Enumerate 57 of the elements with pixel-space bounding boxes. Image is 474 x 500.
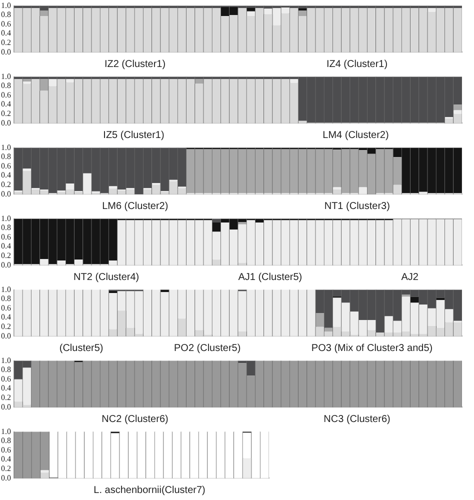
y-tick-label: 0.4 xyxy=(1,242,11,251)
y-tick-label: 0.6 xyxy=(1,90,11,100)
y-tick-label: 0.2 xyxy=(1,464,11,474)
y-tick-label: 0.4 xyxy=(1,170,11,180)
y-tick-label: 0.4 xyxy=(1,454,11,464)
y-tick-label: 0.8 xyxy=(1,10,11,20)
text: NT2 (Cluster4) xyxy=(74,271,140,284)
y-tick-label: 0.4 xyxy=(1,384,11,393)
y-tick-label: 0.0 xyxy=(1,402,11,412)
y-tick-label: 0.0 xyxy=(1,473,11,482)
text: PO2 (Cluster5) xyxy=(174,342,241,355)
y-tick-label: 1.0 xyxy=(1,284,11,294)
y-tick-label: 0.0 xyxy=(1,331,11,340)
y-tick-label: 0.6 xyxy=(1,303,11,312)
y-tick-label: 0.8 xyxy=(1,436,11,446)
y-tick-label: 0.2 xyxy=(1,38,11,48)
y-tick-label: 0.8 xyxy=(1,223,11,232)
text: (Cluster5) xyxy=(59,342,104,355)
y-tick-label: 1.0 xyxy=(1,142,11,152)
text: IZ5 (Cluster1) xyxy=(103,129,164,142)
text: NT1 (Cluster3) xyxy=(324,200,390,213)
y-tick-label: 0.4 xyxy=(1,28,11,38)
text: AJ1 (Cluster5) xyxy=(238,271,302,284)
y-tick-label: 0.6 xyxy=(1,445,11,454)
y-tick-label: 0.6 xyxy=(1,232,11,242)
text: IZ2 (Cluster1) xyxy=(104,58,166,71)
text: PO3 (Mix of Cluster3 and5) xyxy=(311,342,433,355)
y-tick-label: 0.0 xyxy=(1,189,11,198)
y-tick-label: 1.0 xyxy=(1,356,11,365)
y-tick-label: 0.8 xyxy=(1,365,11,374)
y-tick-label: 0.2 xyxy=(1,251,11,260)
text: LM6 (Cluster2) xyxy=(102,200,168,213)
y-tick-label: 0.4 xyxy=(1,312,11,322)
y-tick-label: 0.2 xyxy=(1,180,11,190)
text: IZ4 (Cluster1) xyxy=(326,58,388,71)
y-tick-label: 0.8 xyxy=(1,152,11,162)
y-tick-label: 1.0 xyxy=(1,0,11,10)
y-tick-label: 0.2 xyxy=(1,322,11,332)
y-tick-label: 0.4 xyxy=(1,100,11,109)
y-tick-label: 1.0 xyxy=(1,426,11,436)
text: AJ2 xyxy=(401,271,418,284)
text: NC2 (Cluster6) xyxy=(102,413,168,426)
y-tick-label: 0.0 xyxy=(1,260,11,270)
y-tick-label: 1.0 xyxy=(1,214,11,223)
y-tick-label: 0.0 xyxy=(1,47,11,56)
y-tick-label: 0.6 xyxy=(1,161,11,170)
y-tick-label: 1.0 xyxy=(1,72,11,81)
y-tick-label: 0.2 xyxy=(1,393,11,402)
text: NC3 (Cluster6) xyxy=(324,413,390,426)
y-tick-label: 0.6 xyxy=(1,374,11,384)
text: LM4 (Cluster2) xyxy=(322,129,389,142)
y-tick-label: 0.2 xyxy=(1,109,11,118)
y-tick-label: 0.8 xyxy=(1,294,11,304)
y-tick-label: 0.0 xyxy=(1,118,11,128)
y-tick-label: 0.8 xyxy=(1,81,11,90)
y-tick-label: 0.6 xyxy=(1,19,11,28)
text: L. aschenbornii(Cluster7) xyxy=(94,484,206,497)
